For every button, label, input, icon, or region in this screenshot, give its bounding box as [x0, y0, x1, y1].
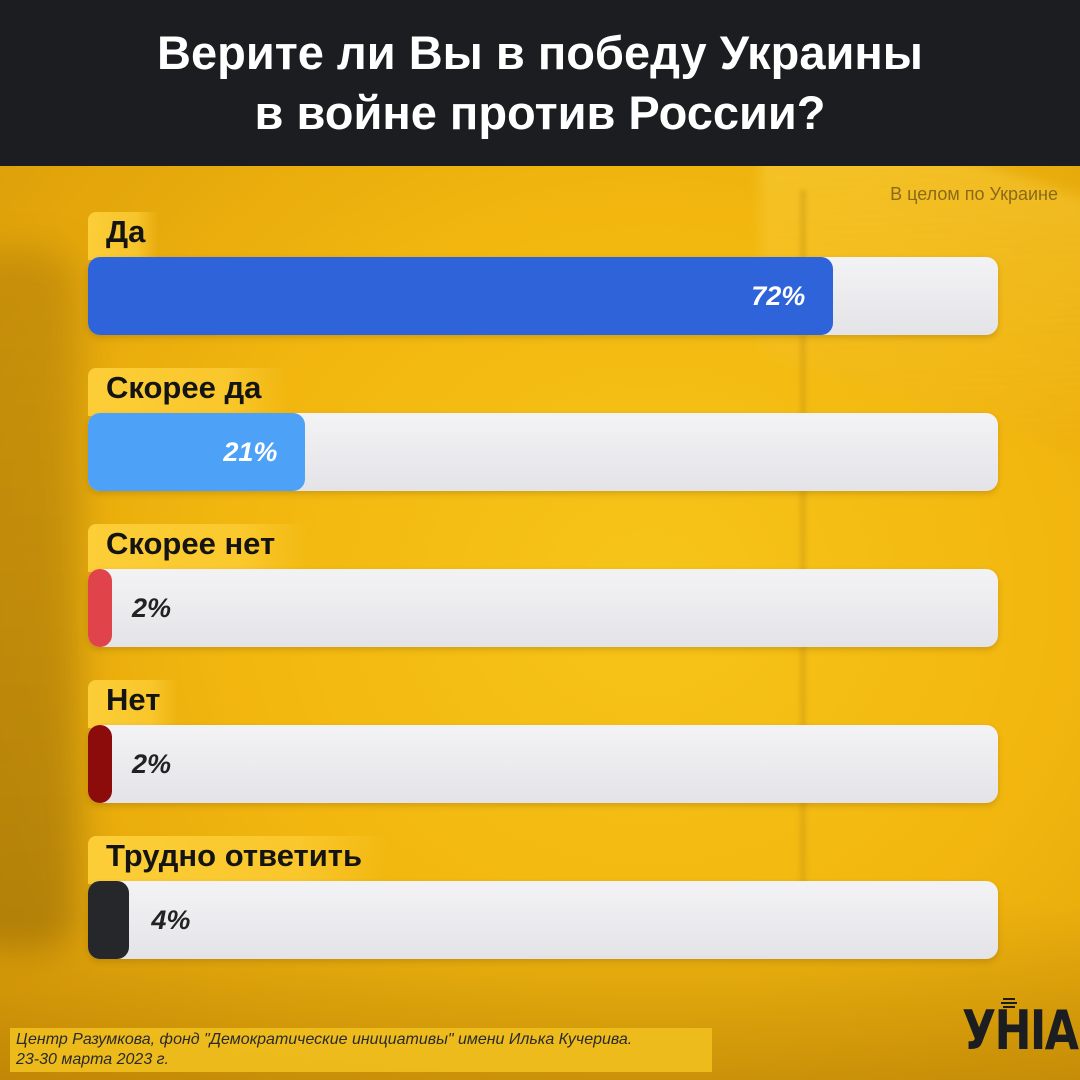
bar-category-label: Да — [106, 214, 146, 249]
bar-track: 2% — [88, 569, 998, 647]
bar-row: Скорее нет 2% — [88, 524, 998, 650]
bar-row: Да 72% — [88, 212, 998, 338]
header-bar: Верите ли Вы в победу Украины в войне пр… — [0, 0, 1080, 166]
bar — [88, 257, 834, 335]
bar-value-label: 2% — [132, 593, 172, 623]
bar — [88, 413, 306, 491]
bar-row: Нет 2% — [88, 680, 998, 806]
source-text: Центр Разумкова, фонд "Демократические и… — [16, 1031, 633, 1048]
background-soldier-silhouette — [0, 250, 80, 950]
bar-label-backdrop — [88, 524, 308, 572]
bar-label-backdrop — [88, 680, 178, 728]
bar-track: 21% — [88, 413, 998, 491]
bar — [88, 725, 112, 803]
unian-logo: УНІАН — [962, 999, 1080, 1062]
bar-value-label: 2% — [132, 749, 172, 779]
bar-category-label: Трудно ответить — [106, 838, 363, 873]
bar-label-backdrop — [88, 836, 388, 884]
bar — [88, 881, 130, 959]
bar-track: 4% — [88, 881, 998, 959]
source-note: Центр Разумкова, фонд "Демократические и… — [10, 1028, 712, 1072]
chart-title-line-2: в войне против России? — [254, 86, 826, 139]
bar-label-backdrop — [88, 368, 288, 416]
survey-dates: 23-30 марта 2023 г. — [16, 1051, 169, 1068]
chart-subtitle: В целом по Украине — [890, 184, 1058, 204]
bar-category-label: Скорее да — [106, 370, 262, 405]
chart-title-line-1: Верите ли Вы в победу Украины — [157, 26, 923, 79]
bar-track: 2% — [88, 725, 998, 803]
bar — [88, 569, 112, 647]
bar-row: Трудно ответить 4% — [88, 836, 998, 962]
chart-title: Верите ли Вы в победу Украины в войне пр… — [40, 23, 1040, 143]
bar-value-label: 4% — [151, 905, 191, 935]
bar-track: 72% — [88, 257, 998, 335]
bar-value-label: 21% — [223, 437, 278, 467]
bar-category-label: Скорее нет — [106, 526, 276, 561]
bar-row: Скорее да 21% — [88, 368, 998, 494]
bar-label-backdrop — [88, 212, 158, 260]
logo-mark-icon — [1001, 998, 1017, 1008]
bar-category-label: Нет — [106, 682, 161, 717]
bar-value-label: 72% — [751, 281, 806, 311]
